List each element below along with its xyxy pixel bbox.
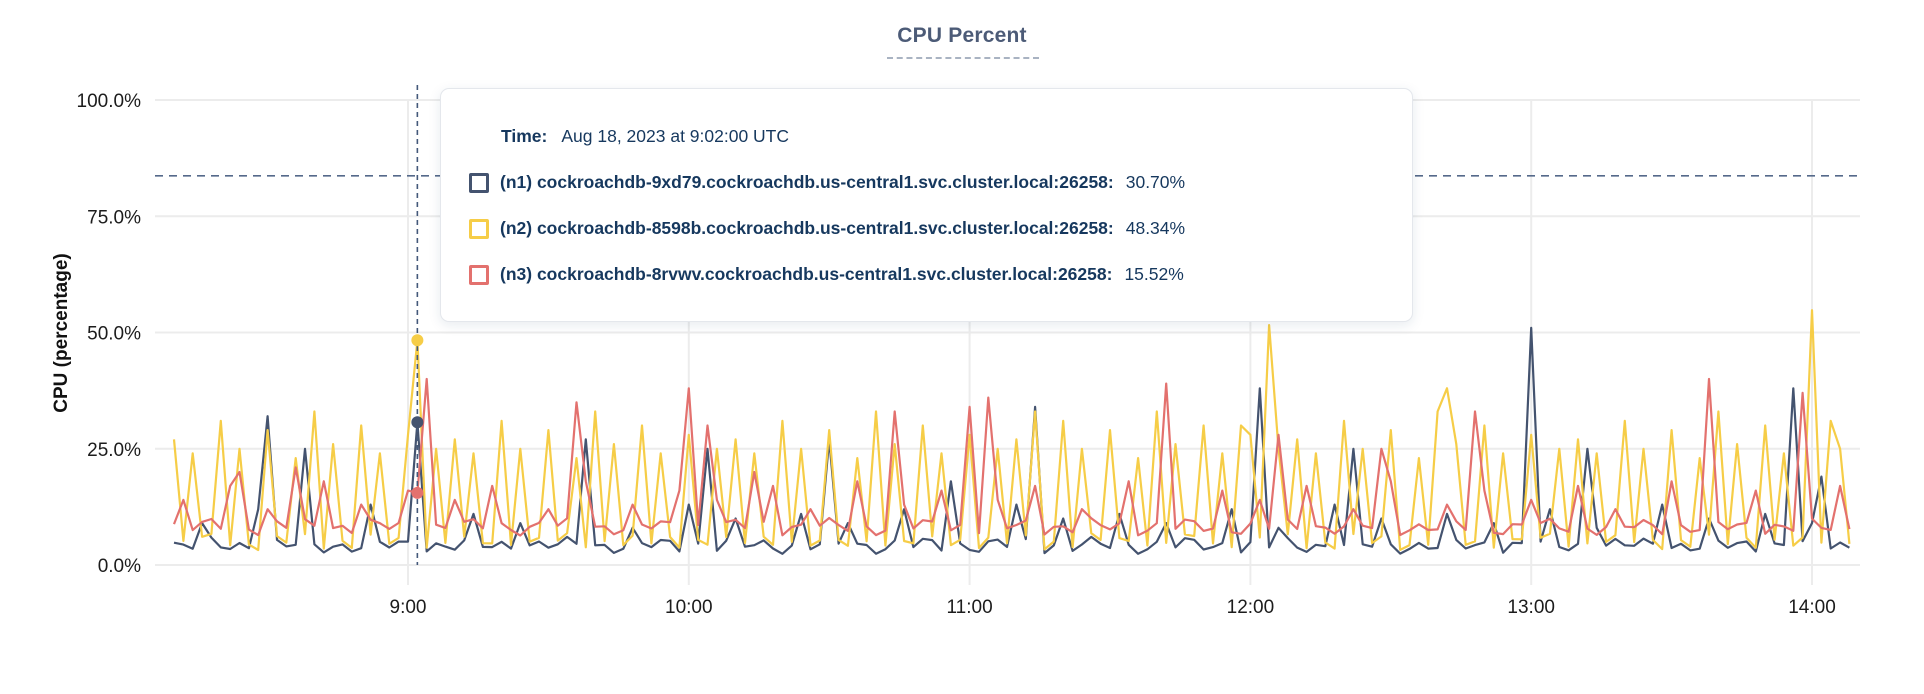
tooltip-row-n1: (n1) cockroachdb-9xd79.cockroachdb.us-ce… [469,172,1412,193]
tooltip-series-value-n2: 48.34% [1125,218,1186,238]
hover-tooltip: Time: Aug 18, 2023 at 9:02:00 UTC (n1) co… [440,88,1413,322]
x-tick-label: 9:00 [390,597,427,618]
tooltip-series-label-n1: (n1) cockroachdb-9xd79.cockroachdb.us-ce… [500,172,1114,192]
y-tick-label: 25.0% [87,440,141,461]
tooltip-series-value-n1: 30.70% [1125,172,1186,192]
series-swatch-n3-icon [469,264,489,285]
chart-title-dashed-underline [887,57,1039,59]
tooltip-time-label: Time: [501,126,548,146]
tooltip-series-value-n3: 15.52% [1124,264,1184,284]
tooltip-time-value: Aug 18, 2023 at 9:02:00 UTC [561,126,790,146]
hover-marker-n2 [411,334,424,347]
x-tick-label: 12:00 [1227,597,1275,618]
x-tick-label: 10:00 [665,597,713,618]
y-tick-label: 50.0% [87,324,141,345]
x-tick-label: 13:00 [1507,597,1555,618]
hover-marker-n1 [411,416,424,429]
y-tick-label: 100.0% [77,91,142,112]
y-tick-label: 0.0% [98,556,141,577]
tooltip-time-row: Time: Aug 18, 2023 at 9:02:00 UTC [501,126,1412,147]
tooltip-series-label-n2: (n2) cockroachdb-8598b.cockroachdb.us-ce… [500,218,1114,238]
tooltip-row-n2: (n2) cockroachdb-8598b.cockroachdb.us-ce… [469,218,1412,239]
series-swatch-n2-icon [469,218,489,239]
y-tick-label: 75.0% [87,207,141,228]
y-axis-label: CPU (percentage) [51,253,72,413]
x-tick-label: 14:00 [1788,597,1836,618]
hover-marker-n3 [411,486,424,499]
tooltip-series-label-n3: (n3) cockroachdb-8rvwv.cockroachdb.us-ce… [500,264,1113,284]
tooltip-row-n3: (n3) cockroachdb-8rvwv.cockroachdb.us-ce… [469,264,1412,285]
series-line-n3 [172,377,1851,537]
x-tick-label: 11:00 [947,597,993,618]
chart-title[interactable]: CPU Percent [897,24,1027,47]
series-swatch-n1-icon [469,172,489,193]
series-line-n2 [172,309,1851,552]
